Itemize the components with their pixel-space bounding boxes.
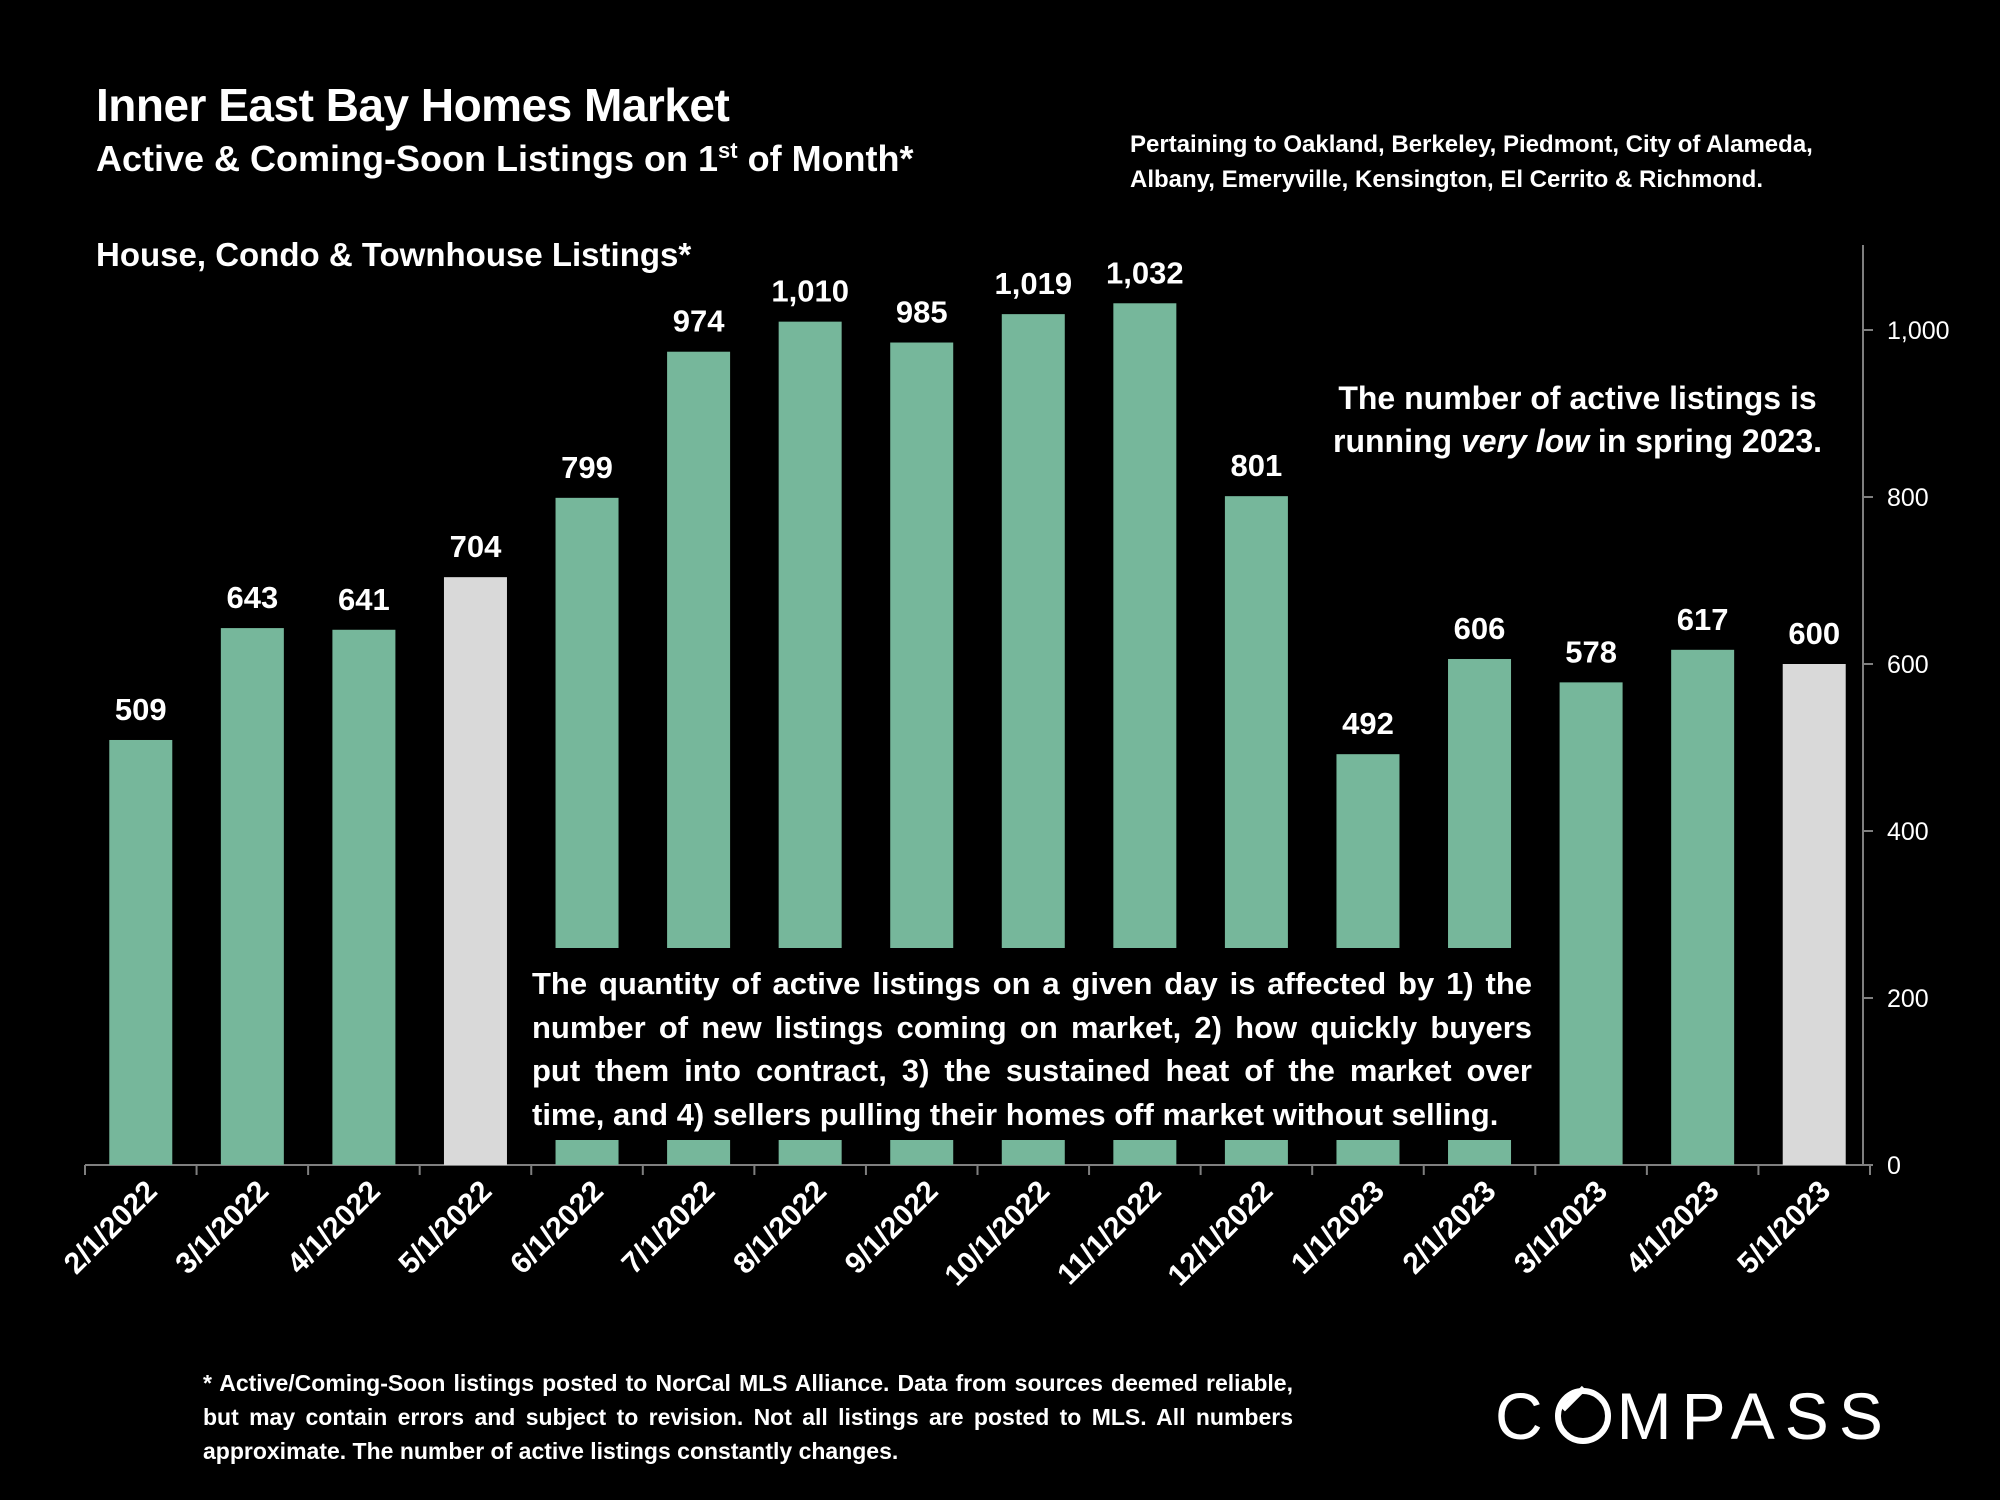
x-tick-label: 8/1/2022 <box>727 1175 833 1281</box>
bar <box>443 577 507 1165</box>
data-label: 974 <box>673 304 725 339</box>
callout-line: The quantity of active listings on a giv… <box>532 966 1532 1001</box>
data-label: 641 <box>338 582 390 617</box>
data-label: 799 <box>561 450 613 485</box>
x-tick-label: 10/1/2022 <box>939 1175 1057 1293</box>
data-label: 985 <box>896 295 948 330</box>
subtitle-superscript: st <box>718 138 738 163</box>
data-label: 643 <box>226 580 278 615</box>
data-label: 492 <box>1342 706 1394 741</box>
callout-line: number of new listings coming on market,… <box>532 1009 1532 1045</box>
x-tick-label: 2/1/2023 <box>1397 1175 1503 1281</box>
callout-emphasis: very low <box>1460 423 1590 459</box>
x-tick-label: 3/1/2022 <box>169 1175 275 1281</box>
bar <box>1782 664 1846 1165</box>
callout-line: time, and 4) sellers pulling their homes… <box>532 1096 1499 1132</box>
logo-letter-c: C <box>1495 1379 1553 1453</box>
bar <box>332 629 396 1165</box>
y-tick-label: 200 <box>1887 985 1929 1013</box>
data-label: 617 <box>1677 602 1729 637</box>
x-tick-label: 12/1/2022 <box>1162 1175 1280 1293</box>
bar <box>1671 649 1735 1165</box>
data-label: 1,032 <box>1106 255 1184 290</box>
data-label: 801 <box>1231 448 1283 483</box>
x-tick-label: 9/1/2022 <box>839 1175 945 1281</box>
region-note: Pertaining to Oakland, Berkeley, Piedmon… <box>1130 131 1813 193</box>
bar <box>220 628 284 1165</box>
x-tick-label: 5/1/2023 <box>1731 1175 1837 1281</box>
data-label: 704 <box>450 529 502 564</box>
y-tick-label: 1,000 <box>1887 317 1950 345</box>
callout-text-start: The number of active listings is running <box>1333 380 1817 459</box>
callout-low-listings: The number of active listings is running… <box>1290 377 1865 463</box>
y-tick-label: 400 <box>1887 818 1929 846</box>
bar-chart: 0 200 400 600 800 1,000 509 2/1/2022 643 3/1/2022… <box>58 245 1950 1293</box>
callout-factors: The quantity of active listings on a giv… <box>532 962 1532 1136</box>
x-tick-label: 1/1/2023 <box>1285 1175 1391 1281</box>
data-label: 578 <box>1565 634 1617 669</box>
subtitle-suffix: of Month* <box>737 138 914 179</box>
bar <box>109 739 173 1165</box>
x-tick-label: 7/1/2022 <box>616 1175 722 1281</box>
data-label: 600 <box>1788 616 1840 651</box>
logo-letters: MPASS <box>1616 1379 1893 1453</box>
bar <box>1559 682 1623 1165</box>
series-heading: House, Condo & Townhouse Listings* <box>96 236 692 273</box>
chart-subtitle: Active & Coming-Soon Listings on 1st of … <box>96 138 914 180</box>
data-label: 1,010 <box>771 274 849 309</box>
callout-box-background <box>520 948 1550 1140</box>
x-tick-label: 6/1/2022 <box>504 1175 610 1281</box>
x-tick-label: 3/1/2023 <box>1508 1175 1614 1281</box>
callout-text-end: in spring 2023. <box>1589 423 1822 459</box>
x-tick-label: 2/1/2022 <box>58 1175 164 1281</box>
callout-line: put them into contract, 3) the sustained… <box>532 1053 1532 1088</box>
data-label: 1,019 <box>994 266 1072 301</box>
y-tick-label: 800 <box>1887 484 1929 512</box>
data-label: 606 <box>1454 611 1506 646</box>
footnote: * Active/Coming-Soon listings posted to … <box>203 1370 1293 1464</box>
x-tick-label: 5/1/2022 <box>393 1175 499 1281</box>
logo-compass-o-icon <box>1554 1388 1611 1444</box>
subtitle-text: Active & Coming-Soon Listings on 1 <box>96 138 719 179</box>
x-tick-label: 4/1/2023 <box>1620 1175 1726 1281</box>
compass-logo: C MPASS <box>1495 1378 1893 1454</box>
chart-title: Inner East Bay Homes Market <box>96 79 730 131</box>
x-tick-label: 11/1/2022 <box>1051 1175 1168 1292</box>
data-label: 509 <box>115 692 167 727</box>
y-tick-label: 0 <box>1887 1152 1901 1180</box>
y-tick-label: 600 <box>1887 651 1929 679</box>
x-tick-label: 4/1/2022 <box>281 1175 387 1281</box>
